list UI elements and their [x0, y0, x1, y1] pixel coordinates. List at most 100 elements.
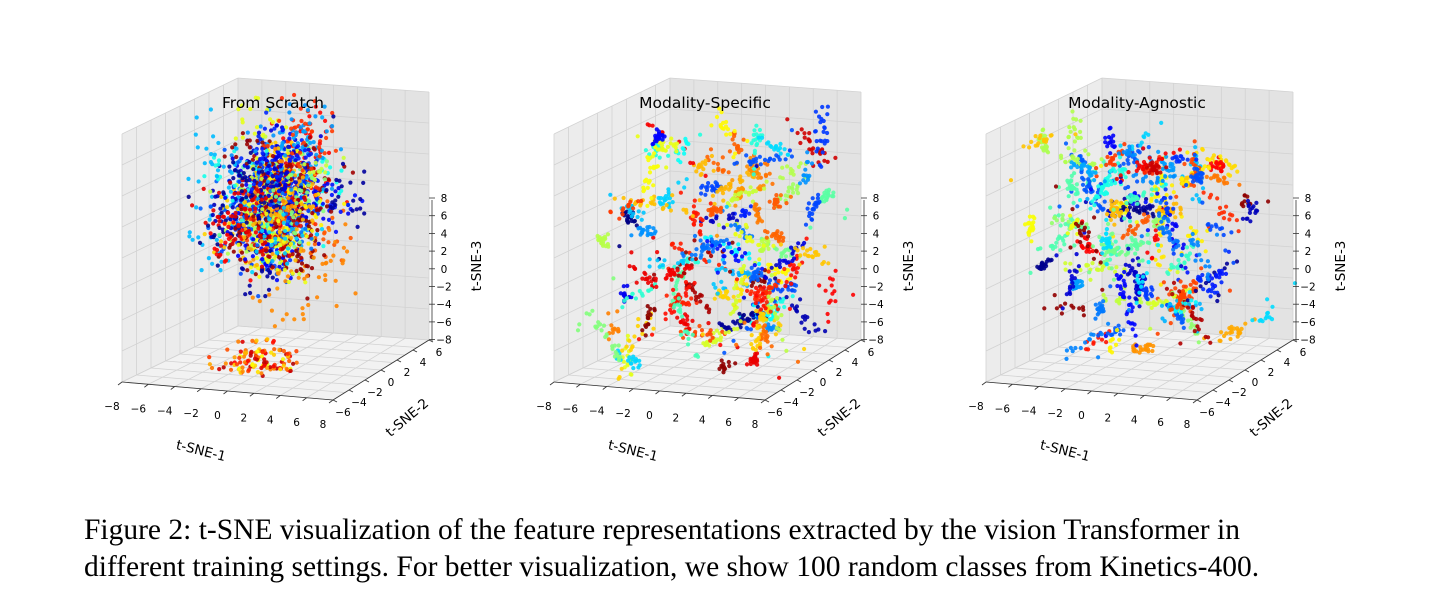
data-point: [700, 183, 705, 188]
data-point: [780, 165, 785, 170]
data-point: [256, 226, 261, 231]
data-point: [260, 350, 265, 355]
data-point: [1080, 283, 1085, 288]
data-point: [721, 248, 727, 253]
data-point: [713, 180, 718, 185]
data-point: [716, 166, 721, 171]
data-point: [709, 243, 714, 248]
data-point: [247, 207, 252, 212]
data-point: [686, 336, 691, 341]
data-point: [708, 147, 714, 152]
data-point: [786, 185, 792, 190]
data-point: [1101, 292, 1106, 298]
data-point: [299, 268, 304, 273]
data-point: [597, 235, 602, 240]
data-point: [226, 185, 231, 190]
data-point: [684, 286, 689, 292]
data-point: [1200, 146, 1205, 152]
data-point: [1203, 249, 1208, 254]
data-point: [283, 185, 288, 190]
x-tick: [681, 392, 687, 397]
data-point: [333, 198, 338, 203]
data-point: [256, 134, 261, 139]
data-point: [268, 184, 274, 189]
x-tick: [302, 397, 307, 402]
data-point: [299, 261, 305, 266]
data-point: [668, 273, 673, 278]
data-point: [733, 151, 738, 156]
x-tick: [602, 386, 607, 390]
data-point: [761, 328, 766, 334]
data-point: [773, 145, 778, 150]
data-point: [663, 317, 668, 322]
data-point: [281, 212, 286, 217]
data-point: [290, 132, 295, 137]
data-point: [281, 220, 286, 225]
data-point: [737, 246, 742, 252]
data-point: [346, 211, 351, 216]
data-point: [690, 214, 695, 219]
data-point: [1224, 159, 1229, 164]
x-tick: [328, 399, 334, 404]
data-point: [322, 151, 327, 156]
data-point: [1155, 262, 1161, 267]
data-point: [1078, 267, 1083, 273]
data-point: [243, 175, 248, 180]
data-point: [744, 225, 749, 230]
data-point: [783, 193, 788, 198]
data-point: [637, 358, 642, 363]
data-point: [718, 342, 723, 348]
data-point: [655, 250, 660, 255]
data-point: [314, 193, 319, 198]
data-point: [765, 334, 770, 339]
data-point: [1228, 212, 1233, 217]
data-point: [273, 236, 278, 241]
data-point: [251, 214, 256, 219]
data-point: [1190, 197, 1195, 202]
grid-line: [553, 139, 671, 197]
data-point: [825, 112, 830, 117]
data-point: [665, 144, 670, 149]
data-point: [243, 292, 248, 297]
data-point: [803, 167, 808, 172]
data-point: [1055, 236, 1060, 242]
data-point: [1044, 144, 1049, 149]
data-point: [1113, 239, 1118, 244]
data-point: [718, 209, 723, 215]
data-point: [748, 185, 753, 190]
data-point: [764, 300, 769, 305]
data-point: [345, 249, 350, 254]
data-point: [730, 178, 735, 183]
data-point: [769, 317, 774, 322]
z-tick-label: −8: [436, 335, 451, 347]
data-point: [246, 202, 252, 207]
data-point: [660, 146, 665, 151]
data-point: [232, 355, 237, 360]
data-point: [266, 163, 271, 168]
data-point: [813, 129, 818, 134]
data-point: [696, 294, 701, 300]
data-point: [305, 127, 310, 132]
data-point: [706, 208, 711, 213]
data-point: [223, 240, 228, 245]
data-point: [608, 210, 613, 215]
data-point: [738, 280, 743, 285]
data-point: [1114, 265, 1119, 270]
data-point: [721, 225, 726, 230]
data-point: [326, 150, 332, 155]
data-point: [773, 276, 778, 281]
data-point: [730, 211, 736, 216]
data-point: [186, 176, 191, 181]
data-point: [231, 176, 236, 181]
data-point: [740, 254, 745, 259]
data-point: [244, 220, 249, 225]
data-point: [744, 282, 749, 287]
data-point: [321, 216, 326, 221]
data-point: [616, 326, 621, 332]
data-point: [247, 138, 252, 143]
data-point: [731, 309, 736, 314]
data-point: [240, 135, 245, 140]
data-point: [263, 294, 268, 299]
data-point: [820, 104, 825, 110]
data-point: [719, 205, 724, 210]
